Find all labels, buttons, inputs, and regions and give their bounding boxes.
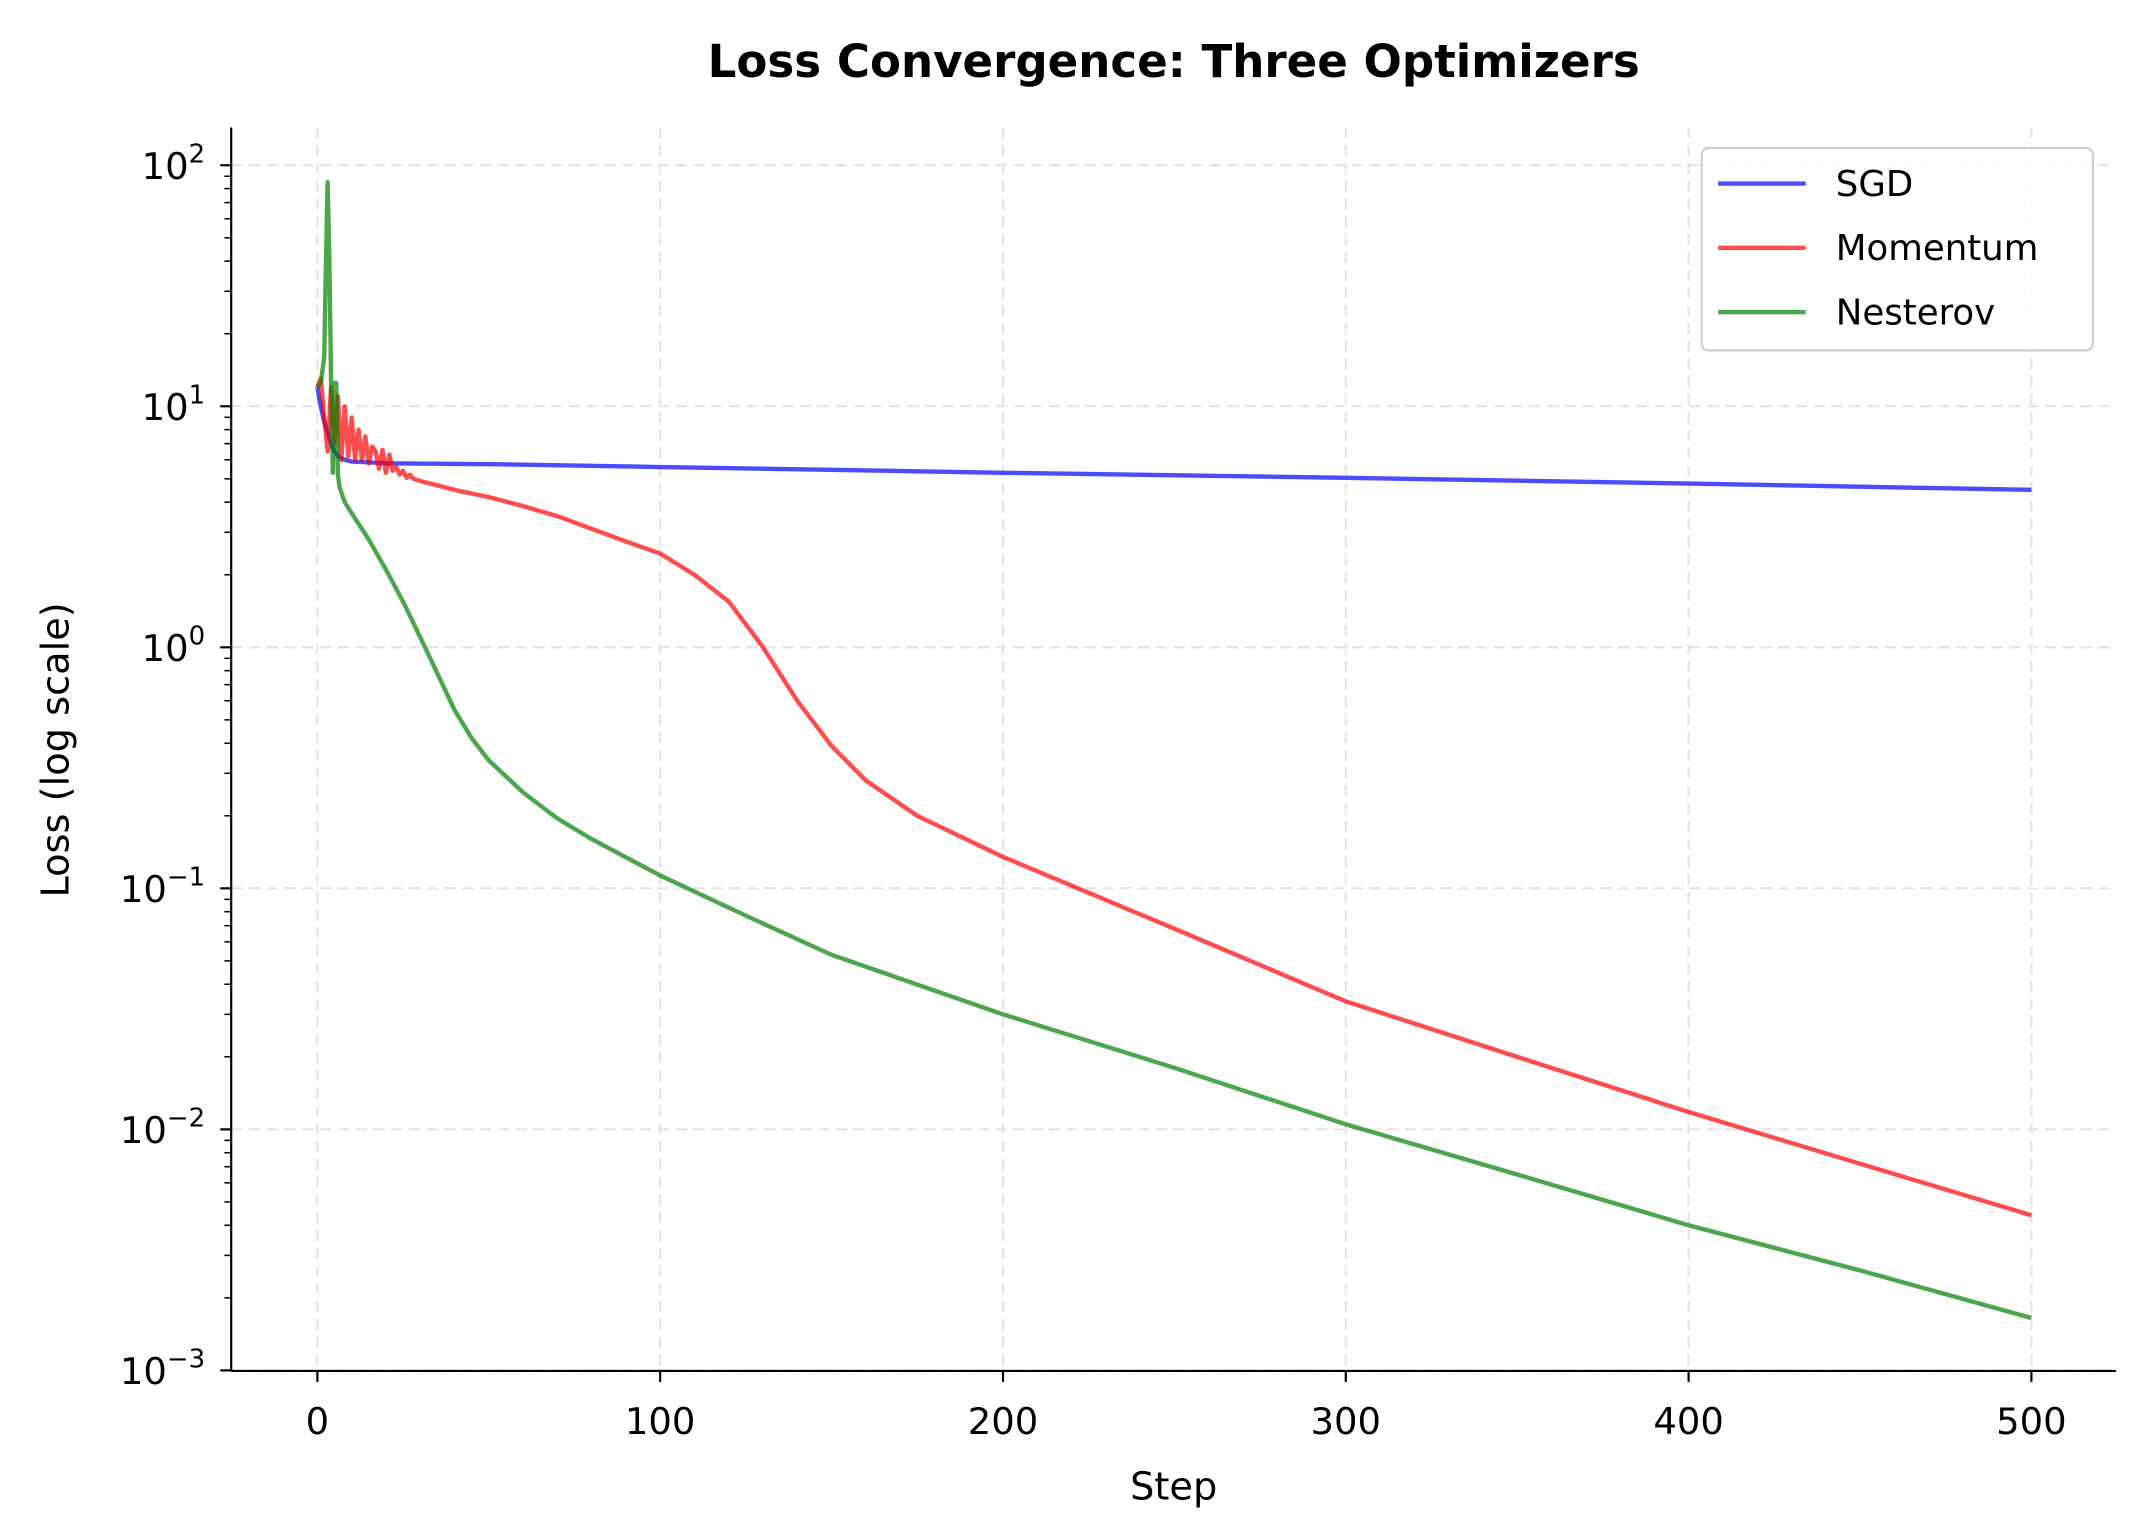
series-line-nesterov	[315, 180, 2032, 1321]
series-lines	[315, 180, 2033, 1321]
y-tick-label: 101	[142, 381, 206, 429]
x-tick-label: 100	[625, 1400, 695, 1443]
y-tick-label: 100	[142, 622, 206, 670]
series-line-sgd	[315, 386, 2032, 493]
legend-label-momentum: Momentum	[1836, 228, 2039, 269]
x-tick-label: 300	[1311, 1400, 1381, 1443]
y-tick-label: 10−3	[120, 1345, 205, 1393]
y-tick-label: 102	[142, 140, 206, 188]
y-axis-label: Loss (log scale)	[33, 602, 78, 897]
x-tick-label: 0	[306, 1400, 329, 1443]
legend: SGD Momentum Nesterov	[1700, 146, 2094, 352]
legend-frame	[1700, 146, 2094, 352]
ticks: 0 100 200 300 400 500 102 101 100 10−1 10−2 10−3	[120, 140, 2067, 1443]
series-line-momentum	[315, 376, 2033, 1218]
y-tick-label: 10−1	[120, 863, 205, 911]
legend-label-nesterov: Nesterov	[1836, 292, 1995, 333]
x-tick-label: 200	[968, 1400, 1038, 1443]
axes	[230, 127, 2117, 1373]
y-tick-label: 10−2	[120, 1104, 205, 1152]
x-tick-label: 400	[1653, 1400, 1723, 1443]
legend-label-sgd: SGD	[1836, 164, 1913, 205]
x-tick-label: 500	[1996, 1400, 2066, 1443]
x-axis-label: Step	[1130, 1465, 1217, 1510]
chart-title: Loss Convergence: Three Optimizers	[708, 35, 1640, 88]
